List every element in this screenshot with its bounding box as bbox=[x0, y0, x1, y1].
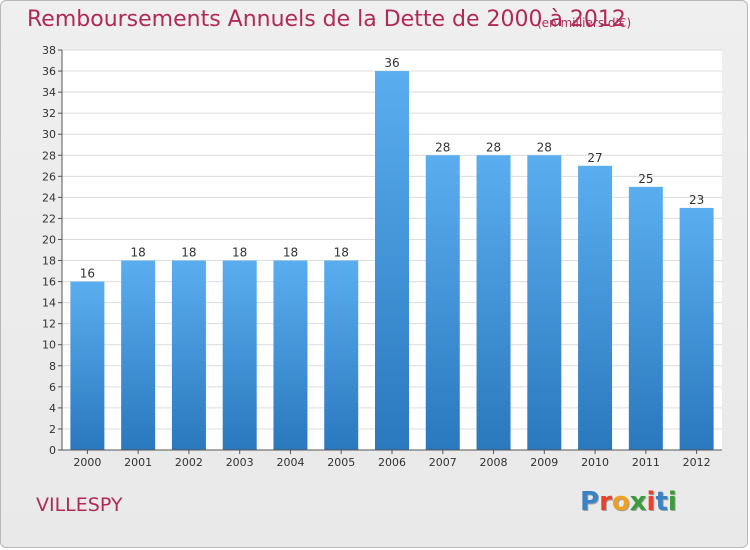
y-tick-label: 20 bbox=[42, 233, 56, 246]
data-label-2012: 23 bbox=[689, 193, 704, 207]
logo-letter: r bbox=[599, 487, 612, 517]
y-tick-label: 14 bbox=[42, 297, 56, 310]
data-label-2006: 36 bbox=[384, 56, 399, 70]
y-tick-label: 8 bbox=[49, 360, 56, 373]
data-label-2005: 18 bbox=[334, 246, 349, 260]
city-name: VILLESPY bbox=[36, 494, 123, 516]
data-label-2000: 16 bbox=[80, 267, 95, 281]
x-tick-label-2004: 2004 bbox=[276, 456, 304, 469]
x-tick-label-2011: 2011 bbox=[632, 456, 660, 469]
bar-2011 bbox=[628, 186, 663, 450]
x-tick-label-2001: 2001 bbox=[124, 456, 152, 469]
data-label-2007: 28 bbox=[435, 140, 450, 154]
bar-2006 bbox=[375, 71, 409, 450]
y-tick-label: 24 bbox=[42, 191, 56, 204]
logo-letter: P bbox=[580, 487, 600, 517]
y-tick-label: 30 bbox=[42, 128, 56, 141]
y-tick-label: 32 bbox=[42, 107, 56, 120]
bar-2008 bbox=[476, 155, 511, 450]
bar-2002 bbox=[171, 260, 206, 450]
x-tick-label-2005: 2005 bbox=[327, 456, 355, 469]
logo-letter: i bbox=[646, 487, 656, 517]
logo-letter: t bbox=[655, 487, 668, 517]
x-tick-label-2008: 2008 bbox=[480, 456, 508, 469]
y-tick-label: 0 bbox=[49, 444, 56, 457]
data-label-2002: 18 bbox=[181, 246, 196, 260]
y-tick-label: 6 bbox=[49, 381, 56, 394]
logo-letter: o bbox=[611, 487, 630, 517]
x-tick-label-2003: 2003 bbox=[226, 456, 254, 469]
x-tick-label-2006: 2006 bbox=[378, 456, 406, 469]
bar-2012 bbox=[679, 207, 714, 450]
y-tick-label: 36 bbox=[42, 65, 56, 78]
data-label-2009: 28 bbox=[537, 140, 552, 154]
y-tick-label: 38 bbox=[42, 44, 56, 57]
x-tick-label-2012: 2012 bbox=[683, 456, 711, 469]
logo-letter: x bbox=[629, 487, 647, 517]
y-tick-label: 12 bbox=[42, 318, 56, 331]
y-tick-label: 16 bbox=[42, 276, 56, 289]
bar-2000 bbox=[70, 281, 105, 450]
x-tick-label-2009: 2009 bbox=[530, 456, 558, 469]
y-tick-label: 26 bbox=[42, 170, 56, 183]
data-label-2010: 27 bbox=[587, 151, 602, 165]
bar-2010 bbox=[578, 165, 613, 450]
x-tick-label-2007: 2007 bbox=[429, 456, 457, 469]
y-tick-label: 22 bbox=[42, 212, 56, 225]
data-label-2004: 18 bbox=[283, 246, 298, 260]
chart-title: Remboursements Annuels de la Dette de 20… bbox=[27, 7, 626, 32]
data-label-2011: 25 bbox=[638, 172, 653, 186]
y-tick-label: 4 bbox=[49, 402, 56, 415]
y-tick-label: 28 bbox=[42, 149, 56, 162]
x-tick-label-2002: 2002 bbox=[175, 456, 203, 469]
bar-2007 bbox=[425, 155, 460, 450]
bar-2005 bbox=[324, 260, 359, 450]
proxiti-logo: Proxiti bbox=[580, 487, 677, 517]
data-label-2003: 18 bbox=[232, 246, 247, 260]
chart-subtitle: (en milliers d'€) bbox=[537, 16, 632, 30]
bar-2004 bbox=[273, 260, 308, 450]
y-tick-label: 18 bbox=[42, 255, 56, 268]
logo-letter: i bbox=[667, 487, 677, 517]
y-tick-label: 34 bbox=[42, 86, 56, 99]
data-label-2001: 18 bbox=[131, 246, 146, 260]
bar-2009 bbox=[527, 155, 562, 450]
x-tick-label-2010: 2010 bbox=[581, 456, 609, 469]
x-tick-label-2000: 2000 bbox=[73, 456, 101, 469]
y-tick-label: 10 bbox=[42, 339, 56, 352]
data-label-2008: 28 bbox=[486, 140, 501, 154]
bar-2001 bbox=[121, 260, 156, 450]
y-tick-label: 2 bbox=[49, 423, 56, 436]
bar-2003 bbox=[222, 260, 257, 450]
